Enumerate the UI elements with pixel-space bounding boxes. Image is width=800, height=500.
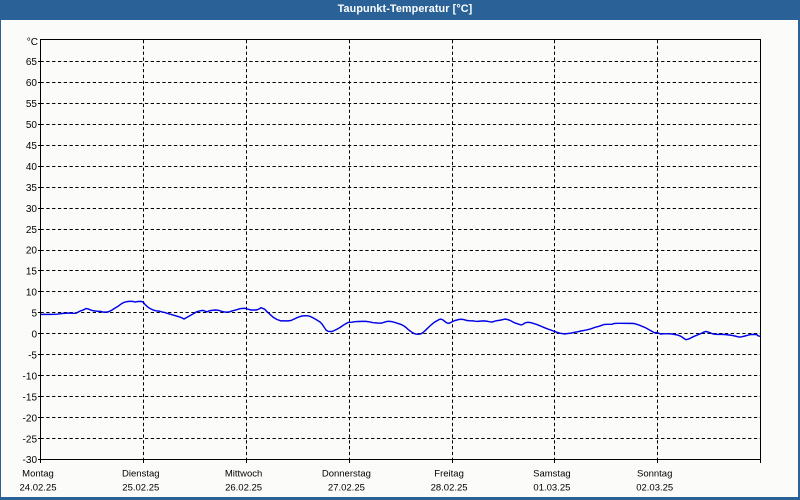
svg-text:°C: °C (27, 37, 38, 48)
svg-text:Montag: Montag (22, 469, 54, 480)
svg-text:Donnerstag: Donnerstag (322, 469, 371, 480)
svg-text:01.03.25: 01.03.25 (533, 483, 570, 494)
svg-text:-5: -5 (28, 350, 37, 361)
svg-text:28.02.25: 28.02.25 (431, 483, 468, 494)
svg-text:0: 0 (31, 330, 37, 341)
svg-text:10: 10 (26, 288, 38, 299)
svg-text:26.02.25: 26.02.25 (225, 483, 262, 494)
svg-text:35: 35 (26, 183, 38, 194)
svg-text:65: 65 (26, 57, 38, 68)
svg-text:Freitag: Freitag (434, 469, 464, 480)
svg-text:5: 5 (31, 309, 37, 320)
svg-text:50: 50 (26, 120, 38, 131)
svg-text:24.02.25: 24.02.25 (20, 483, 57, 494)
svg-text:25.02.25: 25.02.25 (122, 483, 159, 494)
svg-text:Mittwoch: Mittwoch (225, 469, 262, 480)
svg-text:45: 45 (26, 141, 38, 152)
svg-text:15: 15 (26, 267, 38, 278)
svg-text:30: 30 (26, 204, 38, 215)
svg-text:-30: -30 (23, 455, 38, 466)
svg-text:60: 60 (26, 78, 38, 89)
svg-text:02.03.25: 02.03.25 (636, 483, 673, 494)
svg-text:Sonntag: Sonntag (637, 469, 672, 480)
svg-text:-20: -20 (23, 413, 38, 424)
svg-text:27.02.25: 27.02.25 (328, 483, 365, 494)
svg-text:20: 20 (26, 246, 38, 257)
svg-text:40: 40 (26, 162, 38, 173)
svg-text:-25: -25 (23, 434, 38, 445)
svg-text:-15: -15 (23, 392, 38, 403)
svg-text:55: 55 (26, 99, 38, 110)
svg-text:Dienstag: Dienstag (122, 469, 160, 480)
svg-text:25: 25 (26, 225, 38, 236)
svg-text:Samstag: Samstag (533, 469, 571, 480)
svg-text:-10: -10 (23, 371, 38, 382)
